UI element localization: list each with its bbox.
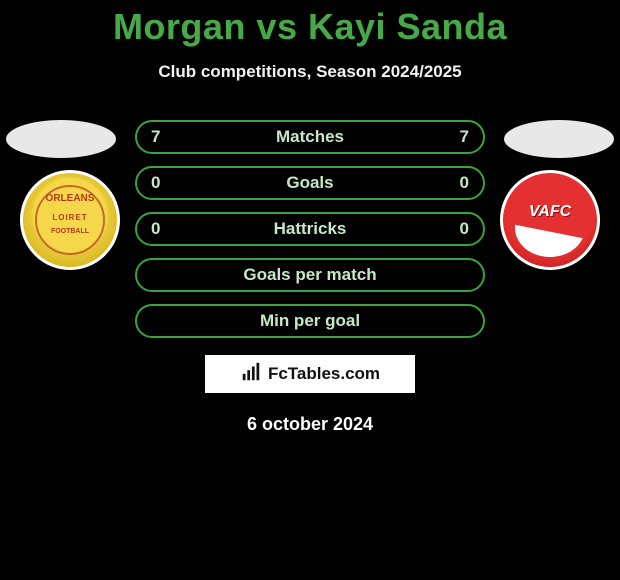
stat-row-matches: 7 Matches 7 bbox=[135, 120, 485, 154]
brand-badge[interactable]: FcTables.com bbox=[202, 352, 418, 396]
stat-row-goals: 0 Goals 0 bbox=[135, 166, 485, 200]
stat-label: Min per goal bbox=[137, 311, 483, 331]
club-crest-left: ORLEANS LOIRET FOOTBALL bbox=[20, 170, 120, 270]
stat-label: Goals bbox=[137, 173, 483, 193]
footer: FcTables.com 6 october 2024 bbox=[0, 352, 620, 435]
stat-row-goals-per-match: Goals per match bbox=[135, 258, 485, 292]
page-title: Morgan vs Kayi Sanda bbox=[0, 0, 620, 48]
crest-left-line1: ORLEANS bbox=[23, 193, 117, 204]
stat-row-min-per-goal: Min per goal bbox=[135, 304, 485, 338]
stat-label: Goals per match bbox=[137, 265, 483, 285]
club-crest-right: VAFC bbox=[500, 170, 600, 270]
stat-label: Matches bbox=[137, 127, 483, 147]
stats-column: 7 Matches 7 0 Goals 0 0 Hattricks 0 Goal… bbox=[135, 120, 485, 350]
player-head-left bbox=[6, 120, 116, 158]
bar-chart-icon bbox=[240, 361, 262, 388]
stat-label: Hattricks bbox=[137, 219, 483, 239]
subtitle: Club competitions, Season 2024/2025 bbox=[0, 62, 620, 82]
stat-row-hattricks: 0 Hattricks 0 bbox=[135, 212, 485, 246]
date-text: 6 october 2024 bbox=[0, 414, 620, 435]
crest-right-text: VAFC bbox=[503, 203, 597, 221]
crest-left-line2: LOIRET bbox=[23, 213, 117, 222]
crest-left-line3: FOOTBALL bbox=[23, 228, 117, 235]
brand-text: FcTables.com bbox=[268, 364, 380, 384]
comparison-card: Morgan vs Kayi Sanda Club competitions, … bbox=[0, 0, 620, 580]
player-head-right bbox=[504, 120, 614, 158]
